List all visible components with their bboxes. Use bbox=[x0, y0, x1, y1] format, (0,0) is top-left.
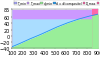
Legend: T_min, T_max, d_min, d = d(composite), D_max, p_min  p_max: T_min, T_max, d_min, d = d(composite), D… bbox=[14, 1, 100, 6]
